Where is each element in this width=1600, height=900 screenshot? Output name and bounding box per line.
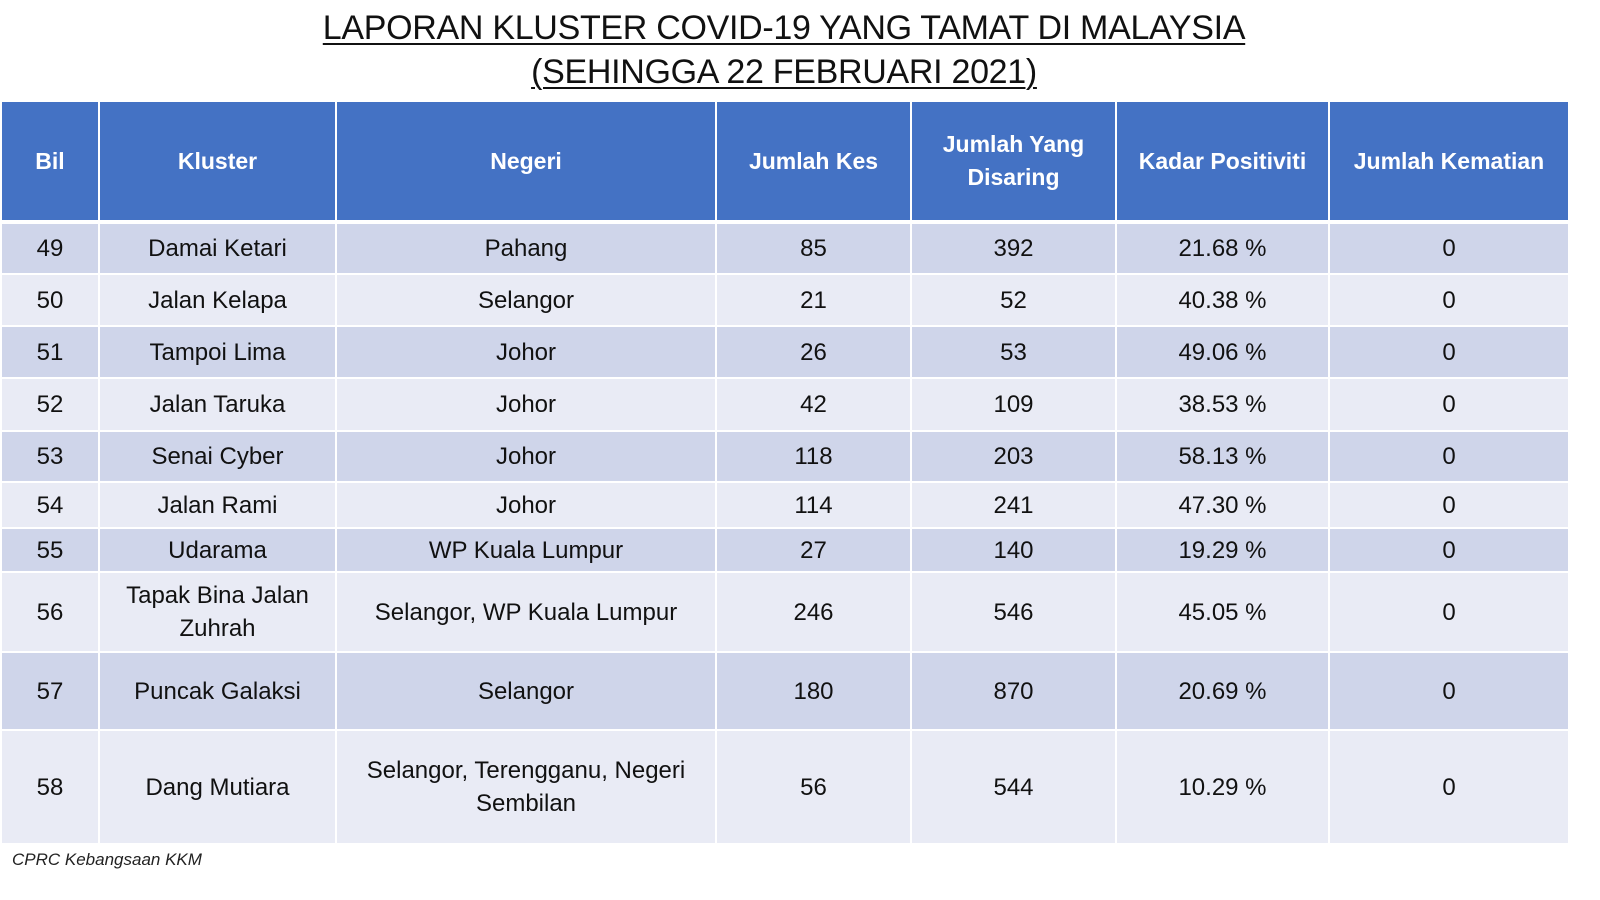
cell-jumlah-kes: 21	[715, 273, 912, 327]
cell-bil: 53	[0, 430, 100, 483]
cell-kluster: Jalan Rami	[98, 481, 337, 529]
source-footnote: CPRC Kebangsaan KKM	[12, 850, 202, 869]
cell-kluster: Tapak Bina Jalan Zuhrah	[98, 571, 337, 653]
cell-jumlah-disaring: 241	[910, 481, 1117, 529]
cell-bil: 52	[0, 377, 100, 432]
cell-jumlah-disaring: 203	[910, 430, 1117, 483]
cell-bil: 49	[0, 221, 100, 275]
cell-jumlah-kes: 27	[715, 527, 912, 573]
cell-jumlah-kematian: 0	[1328, 377, 1570, 432]
cell-kadar-positiviti: 45.05 %	[1115, 571, 1330, 653]
cell-kluster: Dang Mutiara	[98, 729, 337, 845]
cell-negeri: WP Kuala Lumpur	[335, 527, 717, 573]
cell-jumlah-kematian: 0	[1328, 430, 1570, 483]
cell-kluster: Damai Ketari	[98, 221, 337, 275]
cell-kadar-positiviti: 10.29 %	[1115, 729, 1330, 845]
cell-bil: 57	[0, 651, 100, 731]
table-row: 54 Jalan Rami Johor 114 241 47.30 % 0	[0, 481, 1570, 529]
cell-kadar-positiviti: 58.13 %	[1115, 430, 1330, 483]
cell-jumlah-kematian: 0	[1328, 481, 1570, 529]
table-row: 55 Udarama WP Kuala Lumpur 27 140 19.29 …	[0, 527, 1570, 573]
header-kluster: Kluster	[98, 100, 337, 224]
cell-kadar-positiviti: 49.06 %	[1115, 325, 1330, 379]
cell-jumlah-disaring: 870	[910, 651, 1117, 731]
cell-kadar-positiviti: 38.53 %	[1115, 377, 1330, 432]
cell-jumlah-kes: 114	[715, 481, 912, 529]
header-jumlah-kes: Jumlah Kes	[715, 100, 912, 224]
cell-bil: 58	[0, 729, 100, 845]
table-row: 53 Senai Cyber Johor 118 203 58.13 % 0	[0, 430, 1570, 483]
cluster-table: Bil Kluster Negeri Jumlah Kes Jumlah Yan…	[0, 100, 1570, 845]
cell-kluster: Senai Cyber	[98, 430, 337, 483]
cell-kluster: Tampoi Lima	[98, 325, 337, 379]
cell-bil: 50	[0, 273, 100, 327]
table-header-row: Bil Kluster Negeri Jumlah Kes Jumlah Yan…	[0, 100, 1570, 224]
cell-jumlah-kematian: 0	[1328, 273, 1570, 327]
cell-jumlah-kematian: 0	[1328, 527, 1570, 573]
cell-negeri: Johor	[335, 325, 717, 379]
header-kadar-positiviti: Kadar Positiviti	[1115, 100, 1330, 224]
cell-jumlah-kes: 56	[715, 729, 912, 845]
report-title: LAPORAN KLUSTER COVID-19 YANG TAMAT DI M…	[322, 9, 1246, 47]
cell-jumlah-kes: 85	[715, 221, 912, 275]
cell-jumlah-disaring: 109	[910, 377, 1117, 432]
cell-jumlah-disaring: 392	[910, 221, 1117, 275]
table-body: 49 Damai Ketari Pahang 85 392 21.68 % 0 …	[0, 221, 1570, 845]
cell-jumlah-kes: 118	[715, 430, 912, 483]
header-negeri: Negeri	[335, 100, 717, 224]
cell-jumlah-kematian: 0	[1328, 325, 1570, 379]
table-row: 58 Dang Mutiara Selangor, Terengganu, Ne…	[0, 729, 1570, 845]
cell-jumlah-disaring: 53	[910, 325, 1117, 379]
cell-jumlah-disaring: 52	[910, 273, 1117, 327]
header-bil: Bil	[0, 100, 100, 224]
cell-kadar-positiviti: 21.68 %	[1115, 221, 1330, 275]
report-date-subtitle: (SEHINGGA 22 FEBRUARI 2021)	[531, 53, 1037, 91]
header-jumlah-kematian: Jumlah Kematian	[1328, 100, 1570, 224]
cell-kadar-positiviti: 19.29 %	[1115, 527, 1330, 573]
cell-negeri: Johor	[335, 481, 717, 529]
table-row: 57 Puncak Galaksi Selangor 180 870 20.69…	[0, 651, 1570, 731]
cell-kadar-positiviti: 20.69 %	[1115, 651, 1330, 731]
report-title-block: LAPORAN KLUSTER COVID-19 YANG TAMAT DI M…	[0, 0, 1568, 94]
cell-negeri: Johor	[335, 430, 717, 483]
cell-negeri: Pahang	[335, 221, 717, 275]
cell-jumlah-disaring: 544	[910, 729, 1117, 845]
cell-negeri: Selangor, Terengganu, Negeri Sembilan	[335, 729, 717, 845]
table-row: 49 Damai Ketari Pahang 85 392 21.68 % 0	[0, 221, 1570, 275]
cell-kadar-positiviti: 40.38 %	[1115, 273, 1330, 327]
cell-jumlah-kematian: 0	[1328, 651, 1570, 731]
cell-bil: 54	[0, 481, 100, 529]
cell-jumlah-kematian: 0	[1328, 571, 1570, 653]
cell-negeri: Selangor	[335, 273, 717, 327]
table-row: 51 Tampoi Lima Johor 26 53 49.06 % 0	[0, 325, 1570, 379]
cell-kadar-positiviti: 47.30 %	[1115, 481, 1330, 529]
cell-jumlah-kes: 180	[715, 651, 912, 731]
cell-kluster: Jalan Taruka	[98, 377, 337, 432]
cell-bil: 56	[0, 571, 100, 653]
cell-negeri: Selangor	[335, 651, 717, 731]
table-header: Bil Kluster Negeri Jumlah Kes Jumlah Yan…	[0, 100, 1570, 224]
cell-jumlah-kes: 26	[715, 325, 912, 379]
cell-bil: 55	[0, 527, 100, 573]
cell-negeri: Johor	[335, 377, 717, 432]
cell-jumlah-kematian: 0	[1328, 221, 1570, 275]
cell-jumlah-kes: 42	[715, 377, 912, 432]
cell-jumlah-kes: 246	[715, 571, 912, 653]
table-row: 52 Jalan Taruka Johor 42 109 38.53 % 0	[0, 377, 1570, 432]
table-row: 56 Tapak Bina Jalan Zuhrah Selangor, WP …	[0, 571, 1570, 653]
cell-kluster: Puncak Galaksi	[98, 651, 337, 731]
cell-kluster: Udarama	[98, 527, 337, 573]
header-jumlah-disaring: Jumlah Yang Disaring	[910, 100, 1117, 224]
cell-bil: 51	[0, 325, 100, 379]
cell-jumlah-kematian: 0	[1328, 729, 1570, 845]
cell-jumlah-disaring: 546	[910, 571, 1117, 653]
cell-negeri: Selangor, WP Kuala Lumpur	[335, 571, 717, 653]
table-row: 50 Jalan Kelapa Selangor 21 52 40.38 % 0	[0, 273, 1570, 327]
cell-jumlah-disaring: 140	[910, 527, 1117, 573]
cell-kluster: Jalan Kelapa	[98, 273, 337, 327]
